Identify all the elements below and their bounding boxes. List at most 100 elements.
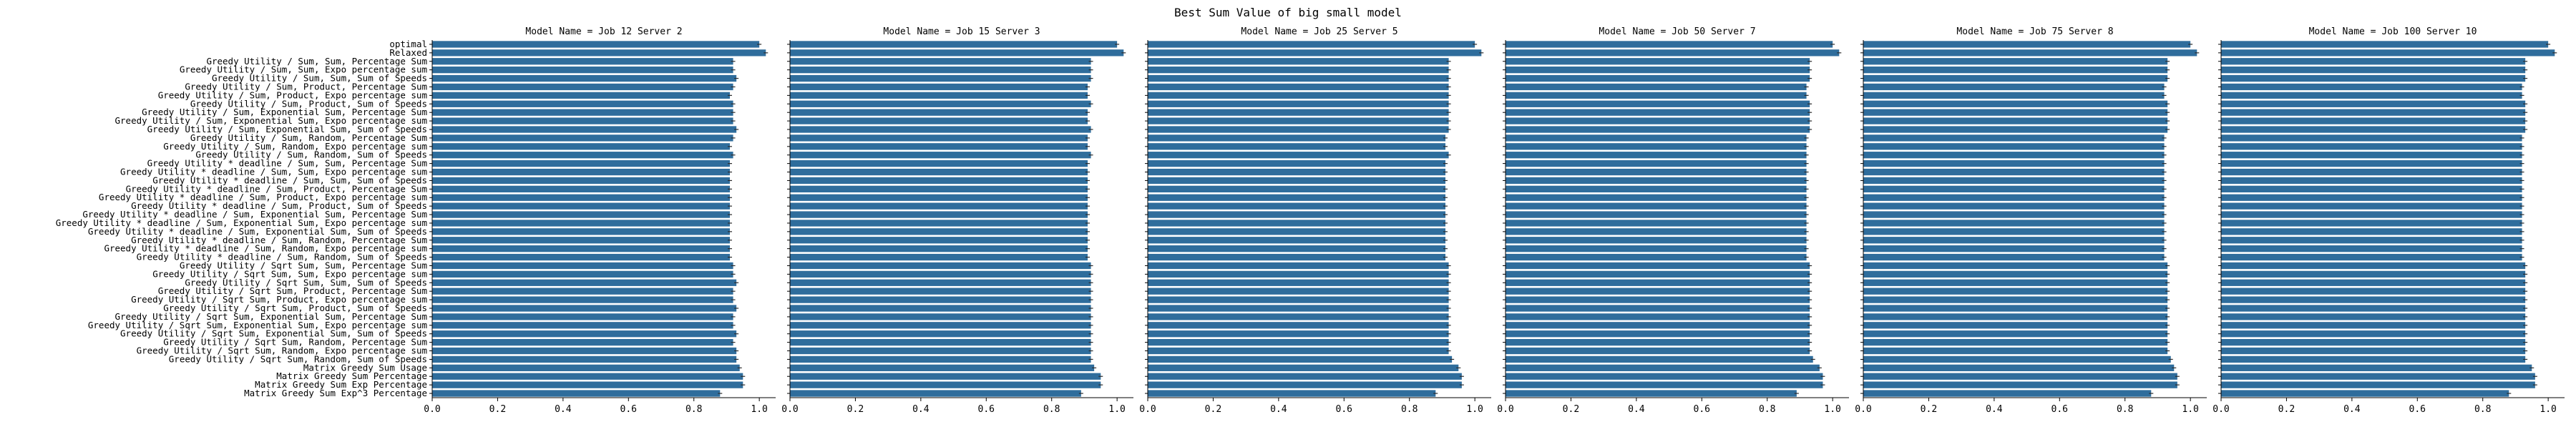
bar — [1506, 177, 1807, 185]
bar — [1506, 373, 1823, 380]
bar — [1506, 262, 1810, 270]
bar — [790, 288, 1091, 295]
bar — [1148, 92, 1449, 99]
y-tick-label: Greedy Utility * deadline / Sum, Random,… — [131, 235, 427, 245]
x-tick-label: 0.6 — [1694, 404, 1710, 415]
bar — [432, 92, 730, 99]
bar — [2221, 177, 2522, 185]
bar — [790, 100, 1091, 107]
bar — [1148, 74, 1449, 82]
bar — [1863, 373, 2177, 380]
bar — [2221, 67, 2526, 74]
bar — [2221, 49, 2555, 57]
bar — [1148, 177, 1445, 185]
bar — [790, 159, 1088, 167]
bar — [432, 305, 737, 312]
bar — [2221, 279, 2526, 286]
bar — [432, 185, 730, 192]
bar — [2221, 338, 2526, 346]
bar — [432, 159, 730, 167]
bar — [1863, 313, 2168, 320]
bar — [1506, 305, 1810, 312]
bar — [432, 58, 733, 65]
bar — [2221, 355, 2526, 363]
bar — [432, 338, 733, 346]
bar — [432, 202, 730, 210]
bar — [790, 220, 1088, 227]
bar — [432, 67, 733, 74]
bar — [432, 347, 737, 355]
bar — [1863, 109, 2168, 116]
bar — [432, 313, 733, 320]
bar — [1506, 220, 1807, 227]
bar — [1863, 100, 2168, 107]
bar — [790, 237, 1088, 244]
bar — [1863, 143, 2165, 150]
y-tick-label: Greedy Utility * deadline / Sum, Sum, Su… — [152, 175, 427, 185]
bar — [1506, 194, 1807, 201]
x-tick-label: 1.0 — [751, 404, 767, 415]
bar — [1506, 390, 1797, 397]
bar — [1863, 92, 2165, 99]
bar — [432, 41, 760, 48]
bar — [1506, 313, 1810, 320]
x-tick-label: 0.4 — [555, 404, 572, 415]
bar — [790, 152, 1091, 159]
x-tick-label: 0.4 — [2343, 404, 2361, 415]
bar — [432, 364, 740, 371]
bar — [432, 237, 730, 244]
bar — [1863, 211, 2165, 218]
bar — [1863, 177, 2165, 185]
x-tick-label: 0.6 — [1336, 404, 1352, 415]
bar — [1148, 228, 1445, 235]
bar — [1148, 143, 1445, 150]
bar — [790, 270, 1091, 278]
bar — [2221, 152, 2522, 159]
bar — [2221, 305, 2526, 312]
bar — [1148, 109, 1449, 116]
y-tick-label: Greedy Utility / Sum, Exponential Sum, P… — [142, 107, 427, 117]
bar — [1506, 152, 1807, 159]
bar — [432, 74, 737, 82]
bar — [1148, 220, 1445, 227]
bar — [1148, 313, 1449, 320]
subplot-4: Model Name = Job 50 Server 7 0.0 0.2 0.4 0.6… — [1497, 26, 1849, 415]
bar — [1148, 355, 1453, 363]
bar — [2221, 253, 2522, 261]
bar — [790, 126, 1091, 133]
bar — [1506, 109, 1810, 116]
x-tick-label: 0.0 — [1497, 404, 1513, 415]
bar — [1148, 194, 1445, 201]
x-tick-label: 0.6 — [2051, 404, 2068, 415]
y-tick-label: Matrix Greedy Sum Exp^3 Percentage — [244, 388, 427, 398]
bar — [1863, 237, 2165, 244]
bar — [1863, 338, 2168, 346]
bar — [1506, 159, 1807, 167]
bar — [2221, 347, 2526, 355]
bar — [1863, 41, 2191, 48]
bar — [1506, 49, 1840, 57]
bar — [790, 296, 1091, 303]
bar — [790, 92, 1088, 99]
x-tick-label: 0.4 — [912, 404, 930, 415]
x-tick-label: 0.6 — [2409, 404, 2426, 415]
x-tick-label: 1.0 — [1108, 404, 1125, 415]
bar — [1148, 117, 1449, 124]
bar — [2221, 364, 2532, 371]
y-tick-label: Greedy Utility * deadline / Sum, Sum, Pe… — [147, 158, 427, 169]
y-tick-label: Greedy Utility / Sum, Random, Expo perce… — [163, 141, 427, 152]
bar — [1148, 253, 1445, 261]
y-tick-label: Greedy Utility * deadline / Sum, Exponen… — [82, 209, 427, 220]
bar — [1148, 41, 1475, 48]
y-tick-label: Greedy Utility * deadline / Sum, Product… — [131, 200, 427, 211]
bar — [2221, 220, 2522, 227]
x-tick-label: 0.6 — [620, 404, 637, 415]
bar — [2221, 41, 2549, 48]
bar — [790, 245, 1088, 252]
bar — [1863, 168, 2165, 176]
bar — [790, 355, 1091, 363]
bar — [1148, 296, 1449, 303]
bar — [432, 100, 733, 107]
